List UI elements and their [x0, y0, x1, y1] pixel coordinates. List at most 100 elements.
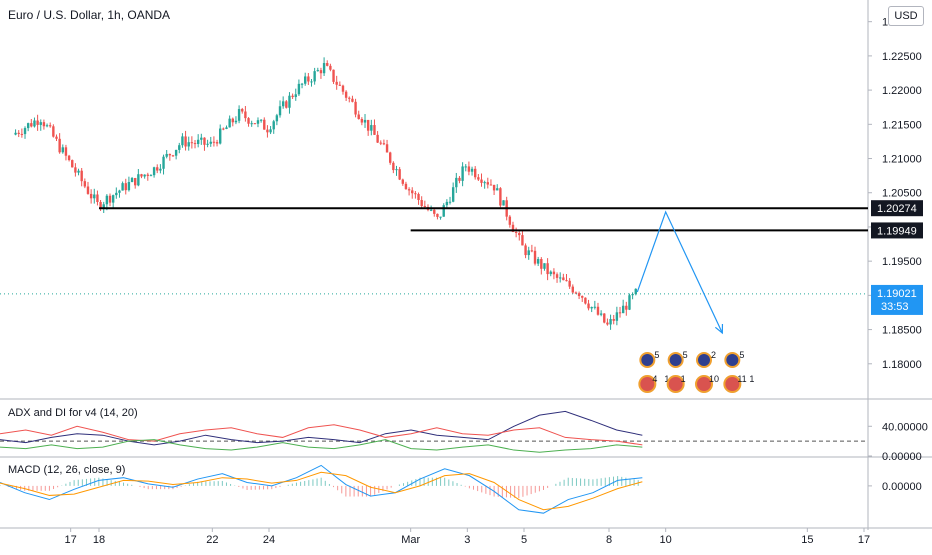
candle-body: [348, 97, 351, 99]
candle-body: [599, 313, 603, 315]
candle-body: [310, 81, 313, 83]
candle-body: [300, 83, 304, 85]
time-tick-label: 10: [660, 534, 672, 546]
candle-body: [143, 174, 146, 177]
candle-body: [237, 109, 241, 121]
candle-body: [134, 178, 137, 186]
candle-body: [288, 95, 291, 108]
candle-body: [171, 155, 175, 157]
chart-title: Euro / U.S. Dollar, 1h, OANDA: [8, 8, 171, 22]
candle-body: [414, 193, 417, 195]
candle-body: [225, 127, 228, 129]
candle-body: [307, 76, 310, 82]
candle-body: [470, 168, 474, 172]
eu-event-icon[interactable]: [696, 352, 712, 368]
signal_line-series-line: [0, 471, 643, 511]
candle-body: [67, 155, 71, 161]
candle-body: [33, 120, 36, 127]
candle-body: [527, 250, 530, 256]
candle-body: [392, 162, 395, 171]
candle-body: [319, 70, 323, 74]
candle-body: [93, 194, 96, 199]
candle-body: [20, 133, 24, 135]
candle-body: [628, 295, 631, 310]
candle-body: [178, 145, 181, 150]
last-price-label: 1.19021: [877, 288, 917, 300]
candle-body: [341, 85, 345, 92]
event-count-label: 1: [749, 374, 754, 384]
adx-series-line: [0, 410, 643, 446]
candle-body: [14, 132, 17, 135]
candle-body: [241, 109, 244, 112]
event-count-label: 10: [709, 374, 719, 384]
candle-body: [137, 174, 140, 186]
candle-body: [474, 168, 477, 178]
eu-event-icon[interactable]: [639, 352, 656, 368]
candle-body: [256, 120, 260, 124]
candle-body: [429, 209, 433, 211]
candle-body: [231, 118, 234, 123]
candle-body: [631, 294, 634, 296]
price-tick-label: 1.21000: [882, 154, 922, 166]
countdown-label: 33:53: [881, 301, 909, 313]
us-event-icon[interactable]: [638, 375, 657, 393]
candle-body: [168, 153, 172, 156]
candle-body: [247, 118, 250, 124]
candle-body: [266, 129, 269, 133]
candle-body: [549, 271, 552, 275]
candle-body: [124, 183, 127, 191]
event-count-label: 11: [737, 374, 746, 384]
candle-body: [212, 141, 216, 143]
us-event-icon[interactable]: [666, 375, 685, 393]
candle-body: [184, 136, 187, 147]
candle-body: [385, 144, 389, 153]
candle-body: [313, 71, 316, 82]
candle-body: [52, 126, 55, 137]
candle-body: [609, 319, 612, 325]
candle-body: [338, 84, 342, 86]
currency-button[interactable]: USD: [888, 6, 924, 26]
candle-body: [496, 188, 499, 191]
candle-body: [127, 182, 131, 191]
projection-path[interactable]: [636, 210, 723, 334]
candle-body: [634, 288, 637, 295]
candle-body: [165, 153, 168, 157]
candle-body: [77, 170, 80, 173]
candle-body: [275, 115, 279, 122]
candle-body: [222, 128, 225, 130]
macd-pane-title: MACD (12, 26, close, 9): [8, 464, 126, 476]
candle-body: [370, 125, 373, 131]
candle-body: [140, 174, 143, 177]
candle-body: [486, 182, 489, 185]
candle-body: [146, 174, 149, 176]
candle-body: [58, 138, 61, 153]
candle-body: [606, 322, 609, 325]
candle-body: [17, 132, 20, 134]
time-tick-label: 15: [801, 534, 813, 546]
candle-body: [335, 81, 338, 85]
candle-body: [39, 122, 42, 125]
us-event-icon[interactable]: [723, 375, 742, 393]
candle-body: [80, 170, 83, 182]
candle-body: [316, 70, 319, 72]
candle-body: [363, 119, 367, 123]
us-event-icon[interactable]: [695, 375, 713, 393]
candle-body: [89, 193, 93, 199]
candle-body: [411, 190, 414, 194]
candle-body: [524, 245, 527, 256]
adx-tick-label: 40.00000: [882, 421, 928, 433]
eu-event-icon[interactable]: [724, 352, 741, 368]
candle-body: [521, 235, 524, 246]
candle-body: [26, 123, 30, 129]
candle-body: [451, 187, 455, 202]
plus_di-series-line: [0, 424, 643, 446]
candle-body: [467, 166, 471, 172]
time-tick-label: 17: [65, 534, 77, 546]
eu-event-icon[interactable]: [667, 352, 684, 368]
event-count-label: 1: [664, 374, 669, 384]
candle-body: [297, 83, 301, 95]
candle-body: [272, 121, 275, 130]
candle-body: [61, 147, 64, 153]
candle-body: [596, 306, 600, 315]
